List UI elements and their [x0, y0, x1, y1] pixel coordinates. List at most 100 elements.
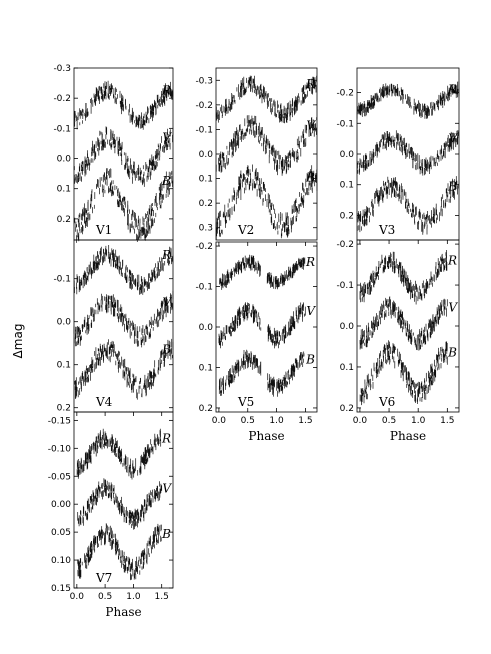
y-tick-label: -0.2	[195, 242, 213, 252]
x-axis-title: Phase	[390, 429, 426, 443]
band-label-v: V	[162, 295, 172, 309]
x-tick-label: 1.0	[269, 416, 284, 426]
panel-v3: -0.2 -0.1 0.0 0.1 0.2 R V B V3	[336, 67, 460, 241]
y-tick-label: 0.2	[199, 404, 213, 414]
y-tick-label: 0.0	[57, 155, 72, 165]
y-tick-label: -0.2	[195, 101, 213, 111]
band-label-v: V	[448, 301, 458, 315]
light-curve-points	[73, 245, 174, 295]
y-tick-label: 0.2	[340, 404, 354, 414]
y-tick-label: 0.2	[199, 199, 213, 209]
y-tick-label: -0.1	[336, 281, 354, 291]
series-v	[77, 478, 163, 530]
light-curve-points	[74, 80, 174, 130]
y-tick-label: 0.0	[57, 318, 72, 328]
y-tick-label: 0.10	[51, 556, 71, 566]
band-label-v: V	[306, 119, 316, 133]
light-curve-points	[219, 254, 306, 290]
x-tick-label: 0.0	[353, 416, 368, 426]
band-label-v: V	[448, 132, 458, 146]
y-tick-label: -0.3	[195, 76, 213, 86]
y-tick-label: 0.0	[340, 322, 355, 332]
y-tick-label: -0.1	[195, 283, 213, 293]
light-curve-points	[218, 302, 306, 349]
y-tick-label: -0.1	[336, 119, 354, 129]
band-label-b: B	[161, 343, 171, 357]
panel-v5: -0.2 -0.1 0.0 0.1 0.2 0.0 0.5 1.0 1.5 Phase R V B V5	[195, 241, 318, 443]
band-label-b: B	[305, 170, 315, 184]
y-tick-label: -0.1	[53, 275, 71, 285]
y-tick-label: 0.0	[199, 150, 214, 160]
panel-v6: -0.2 -0.1 0.0 0.1 0.2 0.0 0.5 1.0 1.5 Phase R V B V6	[336, 239, 460, 443]
x-axis-title: Phase	[105, 605, 141, 619]
light-curve-points	[356, 176, 459, 235]
panel-v1: -0.3 -0.2 -0.1 0.0 0.1 0.2 R V B V1	[53, 64, 174, 243]
light-curve-points	[215, 115, 317, 176]
band-label-r: R	[447, 253, 457, 267]
panel-label: V6	[378, 395, 395, 409]
light-curve-points	[359, 296, 448, 351]
y-tick-label: -0.2	[336, 240, 354, 250]
y-tick-label: -0.10	[48, 444, 72, 454]
y-tick-label: 0.05	[51, 528, 71, 538]
y-tick-label: 0.1	[199, 363, 213, 373]
x-tick-label: 0.0	[70, 592, 85, 602]
band-label-b: B	[161, 527, 171, 541]
series-b	[356, 176, 459, 235]
y-tick-label: 0.1	[57, 361, 71, 371]
y-tick-label: 0.1	[340, 363, 354, 373]
panel-label: V1	[95, 223, 112, 237]
x-tick-label: 1.0	[126, 592, 141, 602]
band-label-v: V	[162, 130, 172, 144]
plot-frame	[73, 411, 174, 589]
light-curve-points	[357, 130, 459, 176]
light-curve-points	[215, 75, 317, 124]
series-v	[357, 130, 459, 176]
light-curve-points	[74, 338, 174, 400]
y-tick-label: 0.0	[340, 150, 355, 160]
series-b	[218, 349, 305, 397]
y-axis-title: Δmag	[11, 324, 25, 359]
y-tick-label: 0.2	[57, 404, 71, 414]
plot-frame	[215, 67, 318, 241]
x-tick-label: 1.5	[440, 416, 454, 426]
band-label-v: V	[306, 304, 316, 318]
panel-v2: -0.3 -0.2 -0.1 0.0 0.1 0.2 0.3 R V B V2	[195, 67, 318, 241]
y-tick-label: -0.2	[53, 94, 71, 104]
light-curve-points	[215, 164, 318, 240]
series-r	[74, 80, 174, 130]
series-b	[359, 340, 448, 406]
y-tick-label: 0.15	[51, 584, 71, 594]
light-curve-points	[359, 250, 448, 305]
x-tick-label: 0.5	[241, 416, 255, 426]
light-curve-points	[359, 340, 448, 406]
panel-label: V7	[95, 571, 112, 585]
x-tick-label: 0.5	[98, 592, 112, 602]
series-r	[73, 245, 174, 295]
light-curve-points	[356, 81, 460, 119]
series-b	[215, 164, 318, 240]
band-label-b: B	[447, 179, 457, 193]
series-r	[359, 250, 448, 305]
x-tick-label: 1.5	[298, 416, 312, 426]
light-curve-points	[73, 168, 174, 243]
panel-label: V2	[237, 223, 254, 237]
band-label-r: R	[305, 77, 315, 91]
y-tick-label: 0.1	[57, 185, 71, 195]
light-curve-points	[76, 428, 162, 480]
y-tick-label: -0.2	[336, 89, 354, 99]
band-label-b: B	[447, 346, 457, 360]
y-tick-label: -0.3	[53, 64, 71, 74]
panel-label: V5	[237, 395, 254, 409]
panel-label: V3	[378, 223, 395, 237]
band-label-r: R	[447, 83, 457, 97]
band-label-r: R	[161, 84, 171, 98]
y-tick-label: 0.0	[199, 323, 214, 333]
y-tick-label: 0.1	[199, 175, 213, 185]
band-label-r: R	[161, 431, 171, 445]
light-curve-points	[77, 523, 162, 581]
light-curve-points	[218, 349, 305, 397]
y-tick-label: 0.2	[340, 211, 354, 221]
series-v	[359, 296, 448, 351]
